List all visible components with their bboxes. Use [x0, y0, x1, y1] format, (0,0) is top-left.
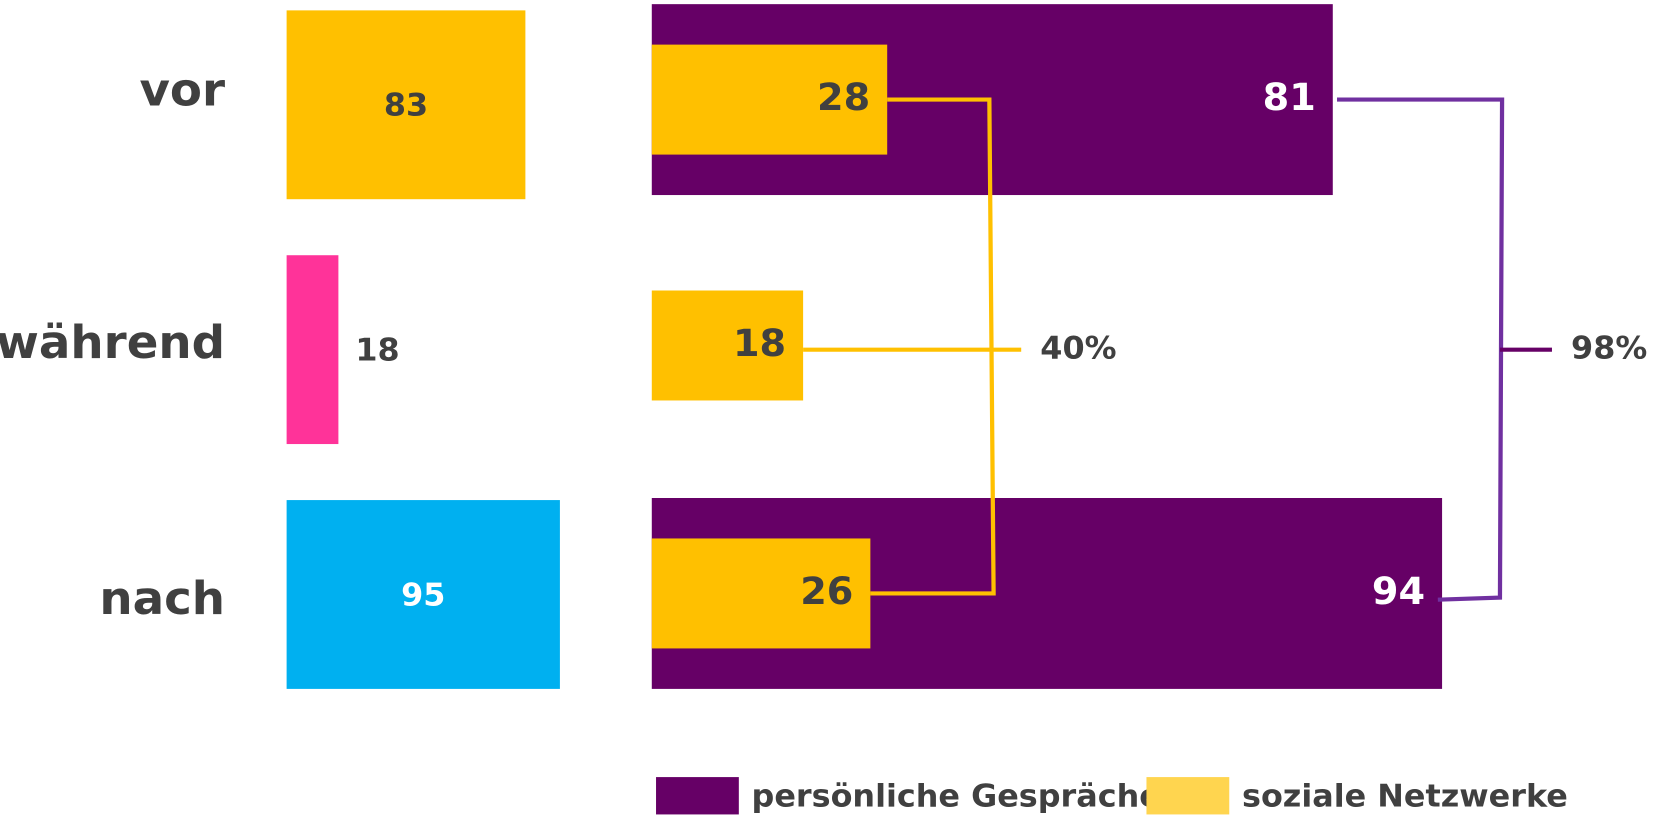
bracket	[870, 97, 996, 596]
value-label: 81	[1263, 75, 1316, 118]
legend-swatch	[656, 777, 739, 815]
value-label: 83	[384, 88, 428, 124]
legend-swatch	[1146, 777, 1230, 815]
annotation: 40%	[1040, 331, 1116, 367]
bar	[286, 500, 560, 689]
value-label: 28	[817, 75, 870, 118]
bar	[651, 538, 871, 649]
bar	[286, 10, 526, 200]
value-label: 18	[355, 333, 399, 369]
legend-label: persönliche Gespräche	[752, 779, 1161, 815]
value-label: 95	[401, 578, 445, 614]
category-label: vor	[139, 63, 225, 116]
bar	[651, 44, 888, 155]
bar	[286, 255, 339, 445]
legend-label: soziale Netzwerke	[1242, 779, 1568, 815]
value-label: 94	[1372, 569, 1425, 612]
category-label: während	[0, 315, 225, 368]
value-label: 18	[733, 321, 786, 364]
value-label: 26	[800, 569, 853, 612]
category-label: nach	[99, 572, 225, 625]
annotation: 98%	[1571, 331, 1647, 367]
bar	[651, 290, 804, 401]
